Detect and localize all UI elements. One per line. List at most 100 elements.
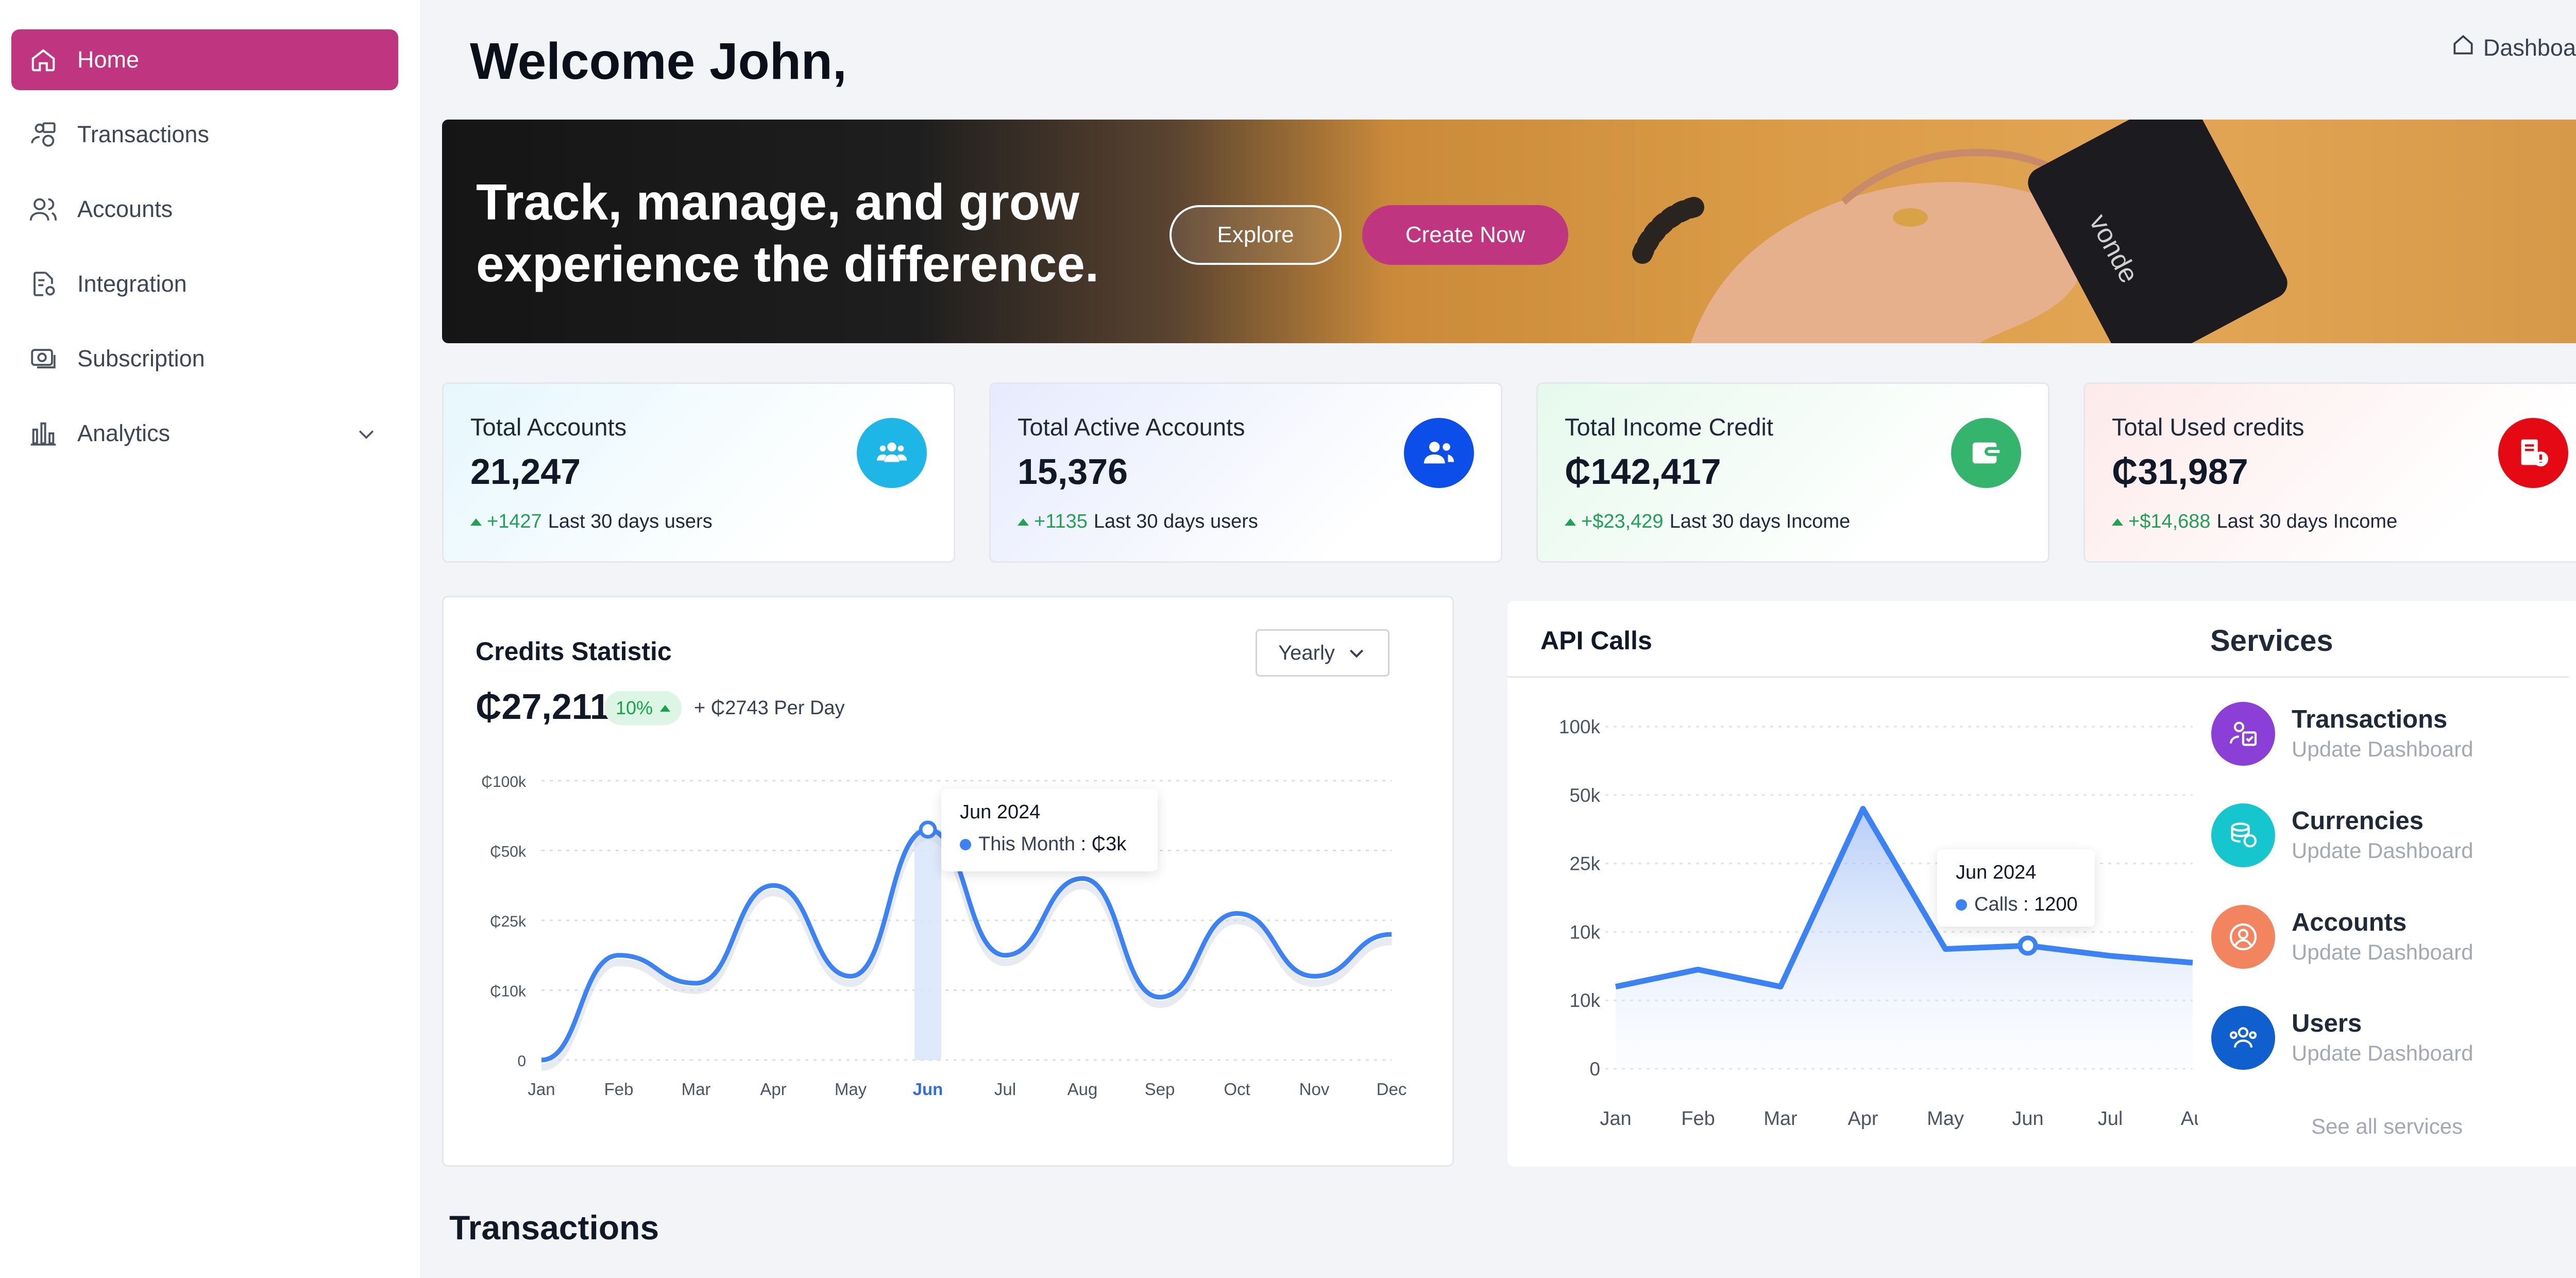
stat-value: 21,247 xyxy=(470,451,581,492)
stat-title: Total Accounts xyxy=(470,413,627,441)
x-tick-label: Jun xyxy=(2012,1108,2043,1130)
hero-banner: vonde Track, manage, and grow experience… xyxy=(442,120,2576,343)
service-subtitle: Update Dashboard xyxy=(2292,737,2473,761)
y-tick-label: ₵25k xyxy=(490,913,527,930)
chevron-down-icon[interactable] xyxy=(355,423,378,451)
x-tick-label: Au xyxy=(2181,1108,2198,1130)
sidebar-item-transactions[interactable]: Transactions xyxy=(11,104,398,165)
sidebar-item-home[interactable]: Home xyxy=(11,29,398,90)
sidebar: Home Transactions Accounts Integration S… xyxy=(0,0,420,1278)
subscription-icon xyxy=(27,342,60,375)
transactions-icon xyxy=(2211,702,2275,766)
stat-footer: +$14,688 Last 30 days Income xyxy=(2112,511,2397,533)
chart-tooltip: Jun 2024 This Month : ₵3k xyxy=(941,789,1158,871)
stat-card-total-accounts[interactable]: Total Accounts 21,247 +1427 Last 30 days … xyxy=(442,382,955,563)
invoice-icon xyxy=(2498,418,2568,488)
series-area xyxy=(1616,809,2193,1069)
x-tick-label: Aug xyxy=(1067,1080,1098,1099)
panel-title: Credits Statistic xyxy=(476,637,672,666)
service-item-accounts[interactable]: Accounts Update Dashboard xyxy=(2211,905,2541,977)
x-tick-label: Feb xyxy=(1681,1108,1715,1130)
y-tick-label: ₵100k xyxy=(481,773,527,791)
sidebar-item-label: Subscription xyxy=(77,345,205,372)
service-item-currencies[interactable]: Currencies Update Dashboard xyxy=(2211,803,2541,876)
x-tick-label: May xyxy=(1927,1108,1964,1130)
x-tick-label: Jan xyxy=(1600,1108,1631,1130)
x-tick-label: May xyxy=(835,1080,867,1099)
stat-value: ₵142,417 xyxy=(1565,451,1721,492)
stat-value: 15,376 xyxy=(1018,451,1128,492)
service-name: Currencies xyxy=(2292,807,2424,835)
x-tick-label: Feb xyxy=(604,1080,634,1099)
sidebar-item-label: Accounts xyxy=(77,196,173,222)
stat-footer: +1427 Last 30 days users xyxy=(470,511,713,533)
x-tick-label: Nov xyxy=(1299,1080,1330,1099)
y-tick-label: ₵50k xyxy=(490,844,527,861)
x-tick-label: Apr xyxy=(760,1080,786,1099)
users-group-icon xyxy=(857,418,927,488)
page-title: Welcome John, xyxy=(470,32,847,90)
create-now-button[interactable]: Create Now xyxy=(1362,205,1568,265)
y-tick-label: 10k xyxy=(1569,990,1600,1011)
panel-title: API Calls xyxy=(1540,626,1652,655)
home-icon xyxy=(27,43,60,76)
transactions-section-title: Transactions xyxy=(449,1208,659,1247)
series-line xyxy=(541,827,1392,1063)
service-name: Users xyxy=(2292,1010,2362,1037)
sidebar-item-analytics[interactable]: Analytics xyxy=(11,403,398,464)
see-all-services-link[interactable]: See all services xyxy=(2311,1114,2463,1138)
highlight-point xyxy=(2018,935,2038,956)
service-subtitle: Update Dashboard xyxy=(2292,940,2473,964)
chevron-down-icon xyxy=(1349,649,1363,658)
transactions-icon xyxy=(27,118,60,151)
services-title: Services xyxy=(2210,624,2333,658)
y-tick-label: ₵10k xyxy=(490,983,527,1000)
breadcrumb[interactable]: Dashboard xyxy=(2450,32,2576,63)
x-tick-label: Dec xyxy=(1377,1080,1407,1099)
users-icon xyxy=(1404,418,1474,488)
sidebar-item-integration[interactable]: Integration xyxy=(11,254,398,314)
bar-chart-icon xyxy=(27,417,60,450)
sidebar-item-label: Integration xyxy=(77,271,187,297)
explore-button[interactable]: Explore xyxy=(1170,205,1342,265)
x-tick-label: Jul xyxy=(994,1080,1016,1099)
series-line xyxy=(1615,805,2193,990)
sidebar-item-label: Home xyxy=(77,46,140,73)
credits-line-chart: 0 ₵10k ₵25k ₵50k ₵100k Jan Feb Mar Apr May Jun Jul A… xyxy=(481,773,1407,1099)
stat-card-total-used-credits[interactable]: Total Used credits ₵31,987 +$14,688 Last … xyxy=(2083,382,2576,563)
service-item-users[interactable]: Users Update Dashboard xyxy=(2211,1006,2541,1078)
home-icon xyxy=(2450,32,2483,63)
user-circle-icon xyxy=(2211,905,2275,969)
y-tick-label: 10k xyxy=(1569,921,1600,943)
highlight-point xyxy=(919,820,937,839)
stat-title: Total Used credits xyxy=(2112,413,2304,441)
credits-statistic-panel: Credits Statistic Yearly ₵27,211 10% + ₵… xyxy=(442,596,1454,1167)
service-subtitle: Update Dashboard xyxy=(2292,1041,2473,1065)
period-select[interactable]: Yearly xyxy=(1256,629,1389,677)
stat-card-total-income-credit[interactable]: Total Income Credit ₵142,417 +$23,429 Las… xyxy=(1536,382,2049,563)
stat-footer: +$23,429 Last 30 days Income xyxy=(1565,511,1850,533)
x-tick-label: Mar xyxy=(1764,1108,1798,1130)
sidebar-item-subscription[interactable]: Subscription xyxy=(11,328,398,389)
stat-title: Total Active Accounts xyxy=(1018,413,1245,441)
hero-headline: Track, manage, and grow experience the d… xyxy=(476,174,1099,292)
stat-card-total-active-accounts[interactable]: Total Active Accounts 15,376 +1135 Last 3… xyxy=(989,382,1502,563)
y-tick-label: 50k xyxy=(1569,785,1600,806)
y-tick-label: 100k xyxy=(1559,716,1601,737)
breadcrumb-label: Dashboard xyxy=(2483,34,2576,61)
period-select-value: Yearly xyxy=(1278,641,1335,664)
users-icon xyxy=(2211,1006,2275,1070)
service-subtitle: Update Dashboard xyxy=(2292,838,2473,863)
sidebar-item-label: Analytics xyxy=(77,420,171,446)
stat-value: ₵31,987 xyxy=(2112,451,2248,492)
stat-title: Total Income Credit xyxy=(1565,413,1773,441)
coins-stack-icon xyxy=(2211,803,2275,867)
y-tick-label: 0 xyxy=(1589,1058,1600,1080)
service-item-transactions[interactable]: Transactions Update Dashboard xyxy=(2211,702,2541,774)
x-tick-label: Sep xyxy=(1145,1080,1175,1099)
service-name: Transactions xyxy=(2292,705,2448,733)
chart-tooltip: Jun 2024 Calls : 1200 xyxy=(1937,849,2095,927)
sidebar-item-accounts[interactable]: Accounts xyxy=(11,179,398,240)
x-tick-label: Oct xyxy=(1224,1080,1250,1099)
growth-badge: 10% xyxy=(604,691,682,725)
